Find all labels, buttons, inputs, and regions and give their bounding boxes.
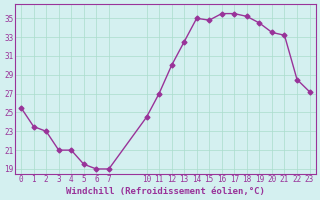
X-axis label: Windchill (Refroidissement éolien,°C): Windchill (Refroidissement éolien,°C)	[66, 187, 265, 196]
